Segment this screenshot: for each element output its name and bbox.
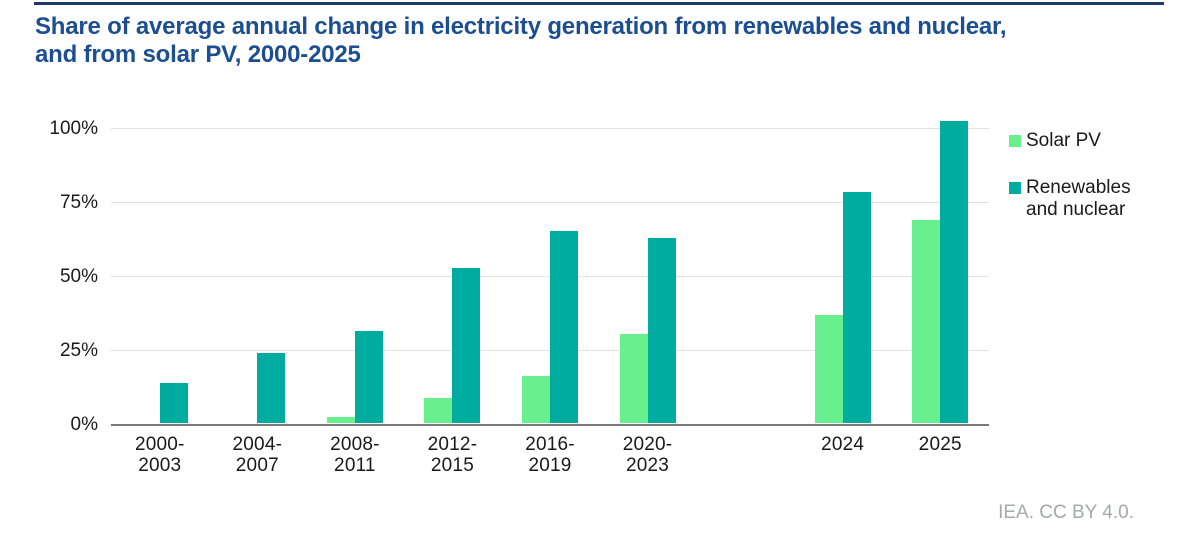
bar-solar-pv <box>814 314 843 423</box>
bar-group-2016-2019: 2016- 2019 <box>501 129 599 476</box>
bar-group-2020-2023: 2020- 2023 <box>599 129 697 476</box>
legend-item-solar-pv: Solar PV <box>1009 130 1131 152</box>
legend-label-renewables-nuclear: Renewables and nuclear <box>1026 177 1131 220</box>
gridline-100 <box>111 128 989 129</box>
bar-pair <box>229 353 286 423</box>
x-tick-label: 2020- 2023 <box>622 434 673 476</box>
bar-solar-pv <box>326 417 355 423</box>
chart-title: Share of average annual change in electr… <box>35 13 1185 69</box>
bar-group-2025: 2025 <box>891 121 989 455</box>
bar-renewables-nuclear <box>257 353 286 423</box>
x-tick-label: 2012- 2015 <box>427 434 478 476</box>
chart-title-line1: Share of average annual change in electr… <box>35 13 1007 40</box>
y-tick-label-0: 0% <box>70 414 98 435</box>
legend-item-renewables-nuclear: Renewables and nuclear <box>1009 177 1131 221</box>
renewables-nuclear-swatch-icon <box>1009 182 1021 194</box>
bar-solar-pv <box>521 375 550 423</box>
y-tick-label-50: 50% <box>59 266 98 287</box>
bar-group-2024: 2024 <box>794 129 892 455</box>
legend-label-solar-pv: Solar PV <box>1026 130 1101 151</box>
legend: Solar PV Renewables and nuclear <box>1009 130 1131 221</box>
bar-pair <box>326 331 383 423</box>
bar-group-2012-2015: 2012- 2015 <box>404 129 502 476</box>
x-tick-label: 2016- 2019 <box>525 434 575 476</box>
bar-pair <box>132 383 188 423</box>
y-tick-label-75: 75% <box>59 192 98 213</box>
chart-title-line2: and from solar PV, 2000-2025 <box>35 41 361 68</box>
bar-renewables-nuclear <box>354 331 383 423</box>
bar-solar-pv <box>424 397 453 423</box>
top-rule-divider <box>34 2 1164 5</box>
bar-renewables-nuclear <box>842 192 871 423</box>
bar-pair <box>521 230 578 423</box>
bar-pair <box>912 121 969 423</box>
plot-area: 0% 25% 50% 75% 100% 2000- 2003 2004- 2007 2008-… <box>49 118 989 476</box>
bar-renewables-nuclear <box>940 121 969 423</box>
bar-solar-pv <box>619 334 648 423</box>
bar-pair <box>424 267 481 423</box>
bar-renewables-nuclear <box>549 230 578 423</box>
x-tick-label: 2024 <box>821 434 865 455</box>
y-tick-label-100: 100% <box>49 118 98 139</box>
bar-pair <box>619 238 676 423</box>
attribution-text: IEA. CC BY 4.0. <box>998 502 1134 523</box>
bar-group-2004-2007: 2004- 2007 <box>209 129 307 476</box>
x-tick-label: 2000- 2003 <box>134 434 185 476</box>
bar-group-2000-2003: 2000- 2003 <box>111 129 209 476</box>
x-axis-line <box>111 424 989 426</box>
y-tick-label-25: 25% <box>59 340 98 361</box>
bar-solar-pv <box>912 220 941 423</box>
gridline-75 <box>111 202 989 203</box>
x-tick-label: 2025 <box>918 434 962 455</box>
bar-renewables-nuclear <box>452 267 481 423</box>
bar-renewables-nuclear <box>647 238 676 423</box>
solar-pv-swatch-icon <box>1009 135 1021 147</box>
x-tick-label: 2004- 2007 <box>232 434 283 476</box>
bar-group-2008-2011: 2008- 2011 <box>306 129 404 476</box>
bar-pair <box>814 192 871 423</box>
x-tick-label: 2008- 2011 <box>330 434 380 476</box>
bar-renewables-nuclear <box>159 383 188 423</box>
